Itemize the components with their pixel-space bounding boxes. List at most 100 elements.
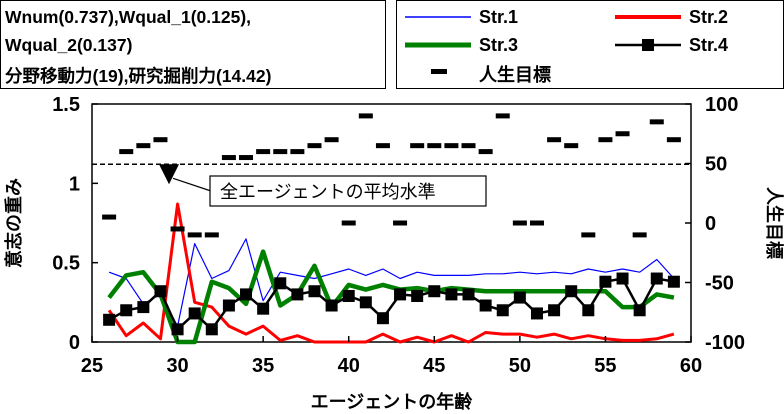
x-tick-label: 40	[338, 355, 360, 377]
str4-square-marker	[650, 272, 663, 285]
legend-label-str4: Str.4	[689, 35, 729, 55]
goal-dash-marker	[410, 143, 425, 149]
y-right-tick-label: 50	[705, 154, 727, 176]
str4-square-marker	[582, 304, 595, 317]
annotation-layer: 全エージェントの平均水準	[159, 164, 487, 207]
goal-dash-marker	[495, 113, 510, 119]
goal-dash-marker	[273, 149, 288, 155]
goal-dash-marker	[615, 131, 630, 137]
str4-square-marker	[359, 296, 372, 309]
series-line-str3	[107, 249, 675, 345]
goal-dash-marker	[512, 220, 527, 226]
str4-square-marker	[548, 304, 561, 317]
goal-dash-marker	[632, 232, 647, 238]
str4-square-marker	[257, 302, 270, 315]
info-line-1: Wnum(0.737),Wqual_1(0.125),	[5, 7, 252, 27]
goal-dash-marker	[666, 137, 681, 143]
str4-square-marker	[137, 301, 150, 314]
str4-square-marker	[496, 304, 509, 317]
str4-square-marker	[599, 275, 612, 288]
y-left-tick-label: 1.5	[52, 94, 80, 116]
y-left-tick-label: 1	[69, 173, 80, 195]
x-tick-label: 55	[594, 355, 616, 377]
str4-square-marker	[513, 291, 526, 304]
str4-square-marker	[274, 277, 287, 290]
series-line-str1	[108, 238, 675, 327]
annotation-leader-line	[172, 177, 215, 193]
str4-square-marker	[342, 289, 355, 302]
y-right-tick-label: -100	[705, 332, 745, 354]
str4-square-marker	[154, 285, 167, 298]
goal-dash-marker	[529, 220, 544, 226]
legend-label-goal: 人生目標	[479, 65, 551, 85]
legend-symbol-str3	[405, 42, 471, 48]
x-tick-label: 25	[81, 355, 103, 377]
goal-dash-marker	[649, 119, 664, 125]
annotation-box	[209, 175, 487, 207]
info-line-3: 分野移動力(19),研究掘削力(14.42)	[5, 66, 272, 86]
goal-dash-marker	[102, 214, 117, 220]
str4-square-marker	[205, 323, 218, 336]
str4-square-marker	[325, 299, 338, 312]
goal-dash-marker	[290, 149, 305, 155]
goal-dash-marker	[478, 149, 493, 155]
goal-dash-marker	[358, 113, 373, 119]
x-tick-label: 60	[680, 355, 702, 377]
series-line-str4	[108, 277, 675, 331]
x-tick-label: 30	[166, 355, 188, 377]
str4-square-marker	[411, 289, 424, 302]
str4-square-marker	[188, 307, 201, 320]
parameter-info-box: Wnum(0.737),Wqual_1(0.125), Wqual_2(0.13…	[0, 0, 386, 89]
x-tick-label: 45	[423, 355, 445, 377]
x-axis-title: エージェントの年齢	[311, 391, 474, 412]
legend: Str.1 Str.2 Str.3 Str.4 人生目標	[396, 0, 784, 89]
str4-square-marker	[376, 312, 389, 325]
legend-label-str2: Str.2	[689, 7, 729, 27]
legend-symbol-goal	[431, 69, 447, 74]
goal-dash-marker	[307, 143, 322, 149]
goal-dash-marker	[239, 155, 254, 161]
goal-dash-marker	[547, 137, 562, 143]
goal-dash-marker	[393, 220, 408, 226]
str4-square-marker	[222, 299, 235, 312]
series-layer	[102, 113, 681, 345]
str4-square-marker	[240, 288, 253, 301]
str4-square-marker	[633, 304, 646, 317]
goal-dash-marker	[187, 232, 202, 238]
goal-dash-marker	[375, 143, 390, 149]
str4-square-marker	[394, 288, 407, 301]
x-tick-label: 50	[509, 355, 531, 377]
str4-square-marker	[445, 288, 458, 301]
str4-square-marker	[667, 275, 680, 288]
legend-symbol-str1	[405, 16, 471, 18]
str4-square-marker	[530, 307, 543, 320]
str4-square-marker	[291, 288, 304, 301]
goal-dash-marker	[341, 220, 356, 226]
legend-label-str3: Str.3	[479, 35, 519, 55]
goal-dash-marker	[581, 232, 596, 238]
series-line-str2	[107, 202, 675, 344]
goal-dash-marker	[153, 137, 168, 143]
y-right-axis-title: 人生目標	[764, 187, 784, 259]
goal-dash-marker	[461, 143, 476, 149]
y-right-tick-label: 100	[705, 94, 738, 116]
x-tick-label: 35	[252, 355, 274, 377]
y-left-axis-title: 意志の重み	[3, 178, 24, 268]
legend-label-str1: Str.1	[479, 7, 519, 27]
goal-dash-marker	[170, 226, 185, 232]
goal-dash-marker	[119, 149, 134, 155]
goal-dash-marker	[136, 143, 151, 149]
str4-square-marker	[171, 323, 184, 336]
goal-dash-marker	[564, 143, 579, 149]
goal-dash-marker	[444, 143, 459, 149]
goal-dash-marker	[427, 143, 442, 149]
axes-layer: 25 30 35 40 45 50 55 60 0 0.5 1 1.5 -100 -50 0 50 100 エージ…	[3, 94, 784, 412]
legend-symbol-str2	[615, 15, 681, 19]
str4-square-marker	[565, 285, 578, 298]
y-left-tick-label: 0	[69, 332, 80, 354]
goal-dash-marker	[598, 137, 613, 143]
str4-square-marker	[479, 299, 492, 312]
str4-square-marker	[428, 285, 441, 298]
annotation-arrowhead	[159, 164, 180, 185]
